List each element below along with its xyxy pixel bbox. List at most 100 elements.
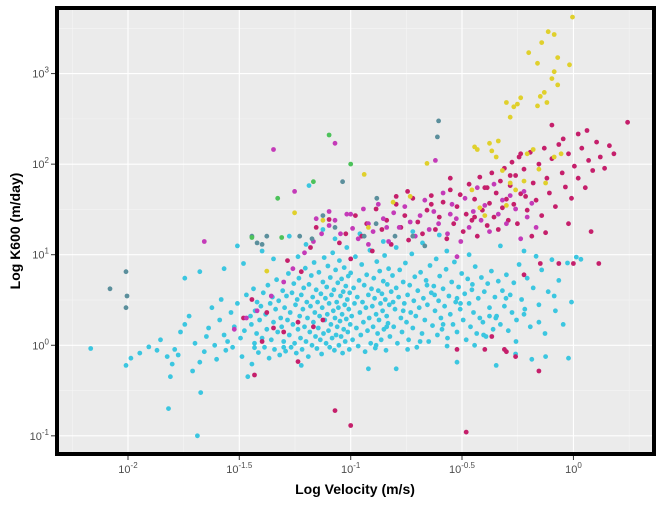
data-point-series-1 — [511, 201, 517, 207]
data-point-series-1 — [281, 329, 287, 335]
data-point-series-0 — [285, 317, 290, 323]
data-point-series-0 — [303, 242, 309, 247]
data-point-series-3 — [570, 14, 575, 20]
data-point-series-0 — [295, 254, 301, 260]
data-point-series-0 — [376, 317, 382, 323]
data-point-series-4 — [361, 233, 367, 239]
y-tick-label: 102 — [32, 156, 49, 171]
data-point-series-0 — [414, 344, 420, 350]
data-point-series-0 — [298, 335, 303, 341]
data-point-series-0 — [406, 337, 411, 343]
data-point-series-2 — [518, 236, 524, 242]
data-point-series-1 — [547, 190, 552, 196]
data-point-series-0 — [380, 308, 385, 314]
data-point-series-0 — [481, 289, 487, 295]
data-point-series-3 — [555, 82, 561, 88]
data-point-series-3 — [526, 50, 532, 56]
data-point-series-0 — [503, 295, 509, 301]
data-point-series-1 — [563, 184, 568, 190]
data-point-series-0 — [197, 269, 203, 275]
data-point-series-2 — [521, 189, 527, 194]
data-point-series-1 — [625, 119, 630, 125]
data-point-series-0 — [334, 324, 340, 330]
data-point-series-1 — [433, 227, 438, 232]
data-point-series-0 — [456, 284, 461, 290]
data-point-series-0 — [238, 335, 243, 341]
data-point-series-0 — [485, 281, 491, 286]
data-point-series-0 — [466, 301, 472, 306]
data-point-series-0 — [284, 293, 289, 299]
data-point-series-0 — [453, 299, 459, 305]
data-point-series-4 — [340, 179, 345, 185]
data-point-series-0 — [378, 301, 383, 306]
data-point-series-0 — [445, 335, 450, 341]
data-point-series-0 — [128, 355, 134, 361]
data-point-series-0 — [432, 308, 438, 314]
data-point-series-0 — [527, 324, 533, 330]
data-point-series-0 — [262, 344, 267, 350]
data-point-series-2 — [268, 293, 274, 299]
data-point-series-0 — [338, 293, 343, 299]
data-point-series-1 — [320, 317, 326, 323]
data-point-series-0 — [391, 324, 397, 330]
data-point-series-1 — [460, 229, 466, 235]
data-point-series-0 — [418, 269, 423, 275]
data-point-series-0 — [440, 286, 446, 292]
data-point-series-3 — [521, 178, 527, 184]
data-point-series-0 — [274, 277, 279, 283]
data-point-series-0 — [267, 301, 273, 306]
data-point-series-3 — [511, 104, 517, 110]
data-point-series-0 — [437, 273, 443, 279]
data-point-series-5 — [275, 195, 281, 201]
data-point-series-0 — [356, 278, 362, 283]
data-point-series-1 — [572, 163, 577, 169]
data-point-series-0 — [495, 278, 501, 284]
data-point-series-1 — [594, 139, 599, 145]
data-point-series-3 — [366, 225, 371, 230]
data-point-series-0 — [182, 322, 188, 327]
data-point-series-0 — [519, 297, 524, 302]
data-point-series-3 — [541, 90, 547, 95]
data-point-series-0 — [493, 315, 499, 321]
y-tick-label: 100 — [32, 337, 49, 352]
data-point-series-0 — [549, 257, 555, 263]
data-point-series-0 — [521, 248, 527, 254]
data-point-series-2 — [281, 279, 287, 285]
data-point-series-0 — [509, 310, 515, 315]
data-point-series-1 — [454, 347, 460, 352]
data-point-series-0 — [415, 288, 421, 294]
data-point-series-1 — [515, 221, 520, 227]
data-point-series-0 — [361, 319, 366, 325]
data-point-series-1 — [539, 213, 545, 219]
data-point-series-2 — [478, 217, 484, 223]
data-point-series-0 — [459, 271, 465, 276]
data-point-series-0 — [257, 317, 262, 323]
data-point-series-0 — [400, 279, 406, 285]
data-point-series-1 — [457, 192, 463, 198]
data-point-series-0 — [338, 334, 344, 339]
data-point-series-4 — [297, 233, 303, 239]
data-point-series-1 — [484, 185, 490, 191]
data-point-series-2 — [440, 190, 446, 196]
data-point-series-1 — [502, 347, 507, 352]
data-point-series-2 — [495, 211, 501, 217]
data-point-series-0 — [377, 268, 383, 274]
data-point-series-0 — [533, 253, 539, 259]
data-point-series-1 — [579, 145, 585, 151]
data-point-series-2 — [533, 225, 539, 230]
data-point-series-1 — [311, 324, 316, 330]
data-point-series-0 — [324, 311, 330, 317]
data-point-series-0 — [336, 342, 342, 348]
data-point-series-5 — [348, 161, 354, 167]
data-point-series-4 — [422, 243, 428, 249]
data-point-series-0 — [307, 329, 313, 335]
data-point-series-2 — [313, 216, 319, 222]
data-point-series-0 — [362, 349, 368, 355]
data-point-series-0 — [366, 366, 371, 372]
data-point-series-3 — [555, 55, 561, 60]
data-point-series-1 — [498, 178, 503, 184]
data-point-series-0 — [489, 268, 494, 274]
